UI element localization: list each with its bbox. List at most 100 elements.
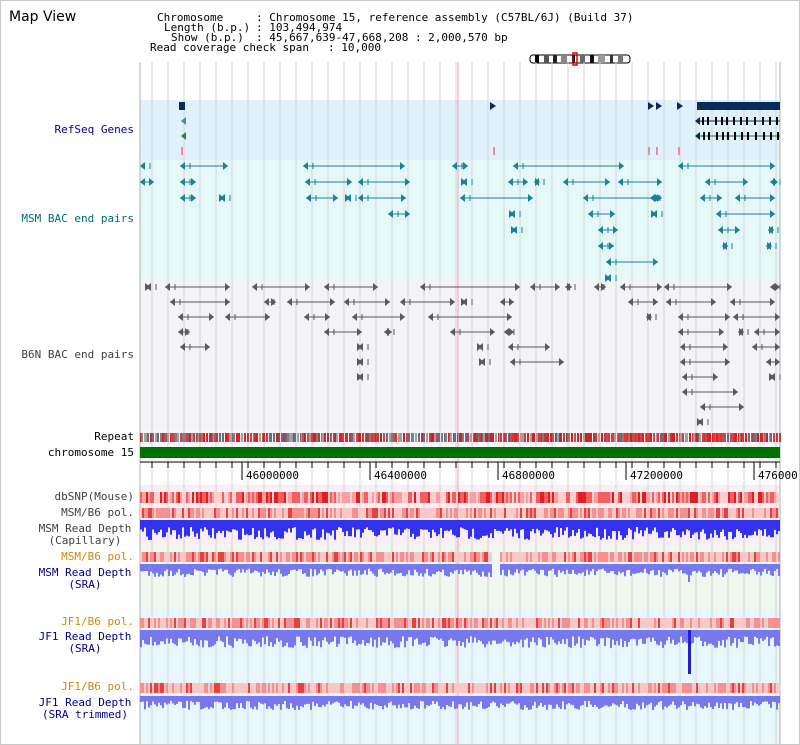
- dbsnp-cell: [156, 492, 158, 503]
- msm-b6-pol-sra-cell: [662, 552, 664, 562]
- jf1-b6-pol-trim-cell: [360, 683, 362, 693]
- repeat-segment: [601, 433, 603, 442]
- msm-capillary-depth-bar: [596, 520, 598, 528]
- msm-b6-pol-cell: [554, 508, 556, 518]
- jf1-sra-depth-bar: [152, 630, 154, 646]
- dbsnp-cell: [352, 492, 354, 503]
- b6n-bac-end: [461, 298, 466, 306]
- jf1-sra-depth-bar: [284, 630, 286, 646]
- msm-b6-pol-cell: [610, 508, 612, 518]
- jf1-sra-trimmed-depth-bar: [222, 696, 224, 710]
- msm-sra-depth-bar: [346, 564, 348, 576]
- msm-b6-pol-cell: [600, 508, 602, 518]
- msm-sra-depth-bar: [490, 564, 492, 577]
- jf1-sra-trimmed-depth-bar: [738, 696, 740, 708]
- jf1-sra-depth-bar: [586, 630, 588, 640]
- dbsnp-cell: [264, 492, 266, 503]
- msm-sra-depth-bar: [364, 564, 366, 571]
- msm-b6-pol-cell: [304, 508, 306, 518]
- repeat-segment: [377, 433, 379, 442]
- msm-capillary-depth-bar: [204, 520, 206, 528]
- msm-capillary-depth-bar: [640, 520, 642, 531]
- jf1-b6-pol-trim-cell: [408, 683, 410, 693]
- jf1-b6-pol-trim-cell: [418, 683, 420, 693]
- msm-sra-depth-bar: [140, 564, 142, 572]
- msm-b6-pol-sra-cell: [652, 552, 654, 562]
- msm-b6-pol-cell: [468, 508, 470, 518]
- jf1-b6-pol-trim-cell: [212, 683, 214, 693]
- jf1-b6-pol-trim-cell: [766, 683, 768, 693]
- msm-sra-depth-bar: [170, 564, 172, 571]
- msm-b6-pol-sra-cell: [316, 552, 318, 562]
- gene-exon: [754, 117, 756, 125]
- dbsnp-cell: [502, 492, 504, 503]
- dbsnp-cell: [680, 492, 682, 503]
- jf1-sra-depth-bar: [506, 630, 508, 642]
- jf1-sra-depth-bar: [662, 630, 664, 648]
- msm-capillary-depth-bar: [296, 520, 298, 540]
- jf1-sra-trimmed-depth-bar: [224, 696, 226, 708]
- jf1-sra-depth-bar: [722, 630, 724, 640]
- jf1-b6-pol-trim-cell: [532, 683, 534, 693]
- msm-b6-pol-sra-cell: [718, 552, 720, 562]
- msm-sra-depth-bar: [434, 564, 436, 575]
- dbsnp-cell: [276, 492, 278, 503]
- jf1-b6-pol-trim-cell: [288, 683, 290, 693]
- dbsnp-cell: [760, 492, 762, 503]
- msm-capillary-depth-bar: [510, 520, 512, 530]
- msm-b6-pol-cell: [228, 508, 230, 518]
- msm-b6-pol-sra-cell: [712, 552, 714, 562]
- msm-b6-pol-cell: [494, 508, 496, 518]
- msm-capillary-depth-bar: [642, 520, 644, 537]
- msm-b6-pol-cell: [262, 508, 264, 518]
- msm-b6-pol-cell: [732, 508, 734, 518]
- msm-capillary-depth-bar: [764, 520, 766, 529]
- dbsnp-cell: [384, 492, 386, 503]
- msm-bac-end: [583, 194, 588, 202]
- jf1-sra-trimmed-depth-bar: [642, 696, 644, 703]
- jf1-b6-pol-cell: [722, 618, 724, 628]
- msm-capillary-depth-bar: [670, 520, 672, 532]
- jf1-sra-depth-bar: [472, 630, 474, 643]
- dbsnp-cell: [350, 492, 352, 503]
- jf1-sra-depth-bar: [560, 630, 562, 644]
- jf1-sra-trimmed-depth-bar: [242, 696, 244, 709]
- msm-b6-pol-cell: [506, 508, 508, 518]
- msm-sra-depth-bar: [298, 564, 300, 570]
- msm-b6-pol-cell: [746, 508, 748, 518]
- jf1-sra-depth-bar: [398, 630, 400, 648]
- msm-capillary-depth-bar: [568, 520, 570, 538]
- msm-b6-pol-sra-cell: [704, 552, 706, 562]
- repeat-segment: [256, 433, 258, 442]
- jf1-sra-trimmed-depth-bar: [162, 696, 164, 709]
- show-label: Show (b.p.): [171, 31, 244, 44]
- jf1-sra-depth-bar: [430, 630, 432, 638]
- jf1-b6-pol-trim-cell: [184, 683, 186, 693]
- jf1-b6-pol-trim-cell: [760, 683, 762, 693]
- jf1-sra-depth-bar: [222, 630, 224, 643]
- jf1-sra-depth-bar: [730, 630, 732, 646]
- msm-b6-pol-cell: [462, 508, 464, 518]
- jf1-sra-depth-bar: [380, 630, 382, 646]
- dbsnp-cell: [752, 492, 754, 503]
- repeat-segment: [351, 433, 353, 442]
- dbsnp-cell: [608, 492, 610, 503]
- msm-sra-depth-bar: [186, 564, 188, 575]
- jf1-sra-trimmed-depth-bar: [636, 696, 638, 704]
- jf1-b6-pol-trim-cell: [566, 683, 568, 693]
- jf1-b6-pol-cell: [142, 618, 144, 628]
- jf1-sra-depth-bar: [568, 630, 570, 647]
- jf1-b6-pol-trim-cell: [700, 683, 702, 693]
- msm-capillary-depth-bar: [726, 520, 728, 540]
- chromosome-ideogram[interactable]: [528, 52, 634, 66]
- msm-sra-depth-bar: [696, 564, 698, 573]
- jf1-sra-trimmed-depth-bar: [170, 696, 172, 701]
- jf1-b6-pol-trim-cell: [396, 683, 398, 693]
- msm-b6-pol-sra-cell: [168, 552, 170, 562]
- msm-capillary-depth-bar: [750, 520, 752, 536]
- jf1-sra-depth-bar: [198, 630, 200, 647]
- msm-b6-pol-sra-cell: [744, 552, 746, 562]
- msm-sra-depth-bar: [748, 564, 750, 575]
- jf1-b6-pol-trim-cell: [142, 683, 144, 693]
